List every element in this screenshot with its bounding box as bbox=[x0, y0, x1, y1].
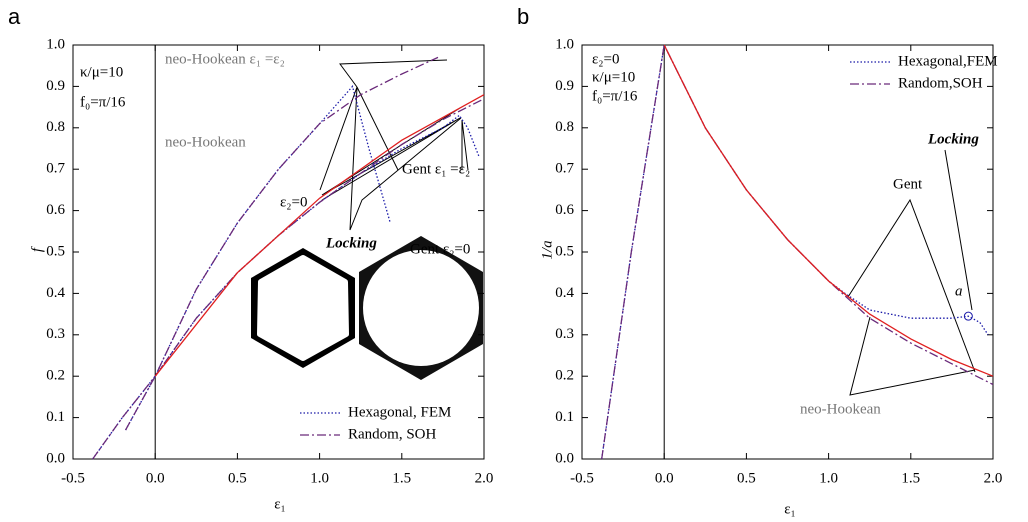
y-tick-label: 1.0 bbox=[555, 36, 574, 52]
x-axis-label: ε₁ bbox=[784, 501, 796, 517]
y-tick-label: 0.7 bbox=[46, 161, 65, 177]
x-tick-label: 2.0 bbox=[984, 470, 1003, 486]
y-tick-label: 0.2 bbox=[46, 368, 65, 384]
annotation: neo-Hookean bbox=[800, 401, 881, 417]
x-tick-label: 0.5 bbox=[228, 470, 247, 486]
x-tick-label: 0.5 bbox=[737, 470, 756, 486]
x-tick-label: 1.5 bbox=[901, 470, 920, 486]
pointer bbox=[944, 149, 973, 311]
panel-label: a bbox=[8, 4, 21, 29]
y-tick-label: 0.9 bbox=[46, 78, 65, 94]
x-tick-label: 1.5 bbox=[392, 470, 411, 486]
annotation: neo-Hookean ε₁ =ε₂ bbox=[165, 51, 285, 67]
y-tick-label: 0.6 bbox=[555, 202, 574, 218]
locking-point bbox=[963, 311, 973, 321]
series-line bbox=[663, 44, 994, 377]
y-tick-label: 1.0 bbox=[46, 36, 65, 52]
pointer bbox=[339, 59, 448, 88]
x-tick-label: -0.5 bbox=[570, 470, 594, 486]
legend-label: Random,SOH bbox=[898, 75, 983, 91]
y-axis-label: 1/a bbox=[539, 240, 555, 259]
y-tick-label: 0.1 bbox=[46, 409, 65, 425]
annotation: Gent ε₁ =ε₂ bbox=[402, 161, 470, 177]
legend-label: Hexagonal,FEM bbox=[898, 53, 998, 69]
series-line bbox=[601, 42, 994, 460]
y-tick-label: 0.3 bbox=[555, 326, 574, 342]
x-tick-label: 2.0 bbox=[475, 470, 494, 486]
x-tick-label: 0.0 bbox=[146, 470, 165, 486]
y-tick-label: 0.9 bbox=[555, 78, 574, 94]
annotation: ε₂=0 bbox=[592, 51, 620, 67]
y-tick-label: 0.0 bbox=[555, 450, 574, 466]
annotation: Gent ε₂=0 bbox=[410, 241, 470, 257]
y-tick-label: 0.1 bbox=[555, 409, 574, 425]
y-axis-label: f bbox=[29, 246, 45, 252]
annotation-lines bbox=[319, 59, 976, 396]
pointer bbox=[847, 198, 976, 373]
hexagon-void bbox=[257, 255, 349, 361]
x-tick-label: 1.0 bbox=[819, 470, 838, 486]
pointer bbox=[849, 316, 976, 396]
plot-frame bbox=[581, 44, 994, 460]
circular-void bbox=[363, 250, 479, 366]
x-tick-label: -0.5 bbox=[61, 470, 85, 486]
x-axis-label: ε₁ bbox=[274, 496, 286, 512]
annotation: f₀=π/16 bbox=[80, 94, 126, 110]
panel-label: b bbox=[517, 4, 529, 29]
y-tick-label: 0.5 bbox=[46, 243, 65, 259]
x-tick-label: 1.0 bbox=[310, 470, 329, 486]
annotation: Locking bbox=[325, 235, 377, 251]
series-line bbox=[125, 56, 439, 431]
cell-drawings bbox=[251, 236, 483, 380]
y-tick-label: 0.4 bbox=[46, 285, 65, 301]
annotation: ε₂=0 bbox=[280, 194, 308, 210]
y-tick-label: 0.8 bbox=[46, 119, 65, 135]
annotation: f₀=π/16 bbox=[592, 88, 638, 104]
annotation: Gent bbox=[893, 176, 923, 192]
annotation: Locking bbox=[927, 131, 979, 147]
legend-label: Hexagonal, FEM bbox=[348, 404, 451, 420]
annotation: a bbox=[955, 283, 963, 299]
y-tick-label: 0.0 bbox=[46, 450, 65, 466]
series-line bbox=[154, 94, 485, 377]
legend-label: Random, SOH bbox=[348, 426, 437, 442]
y-tick-label: 0.2 bbox=[555, 368, 574, 384]
annotation: neo-Hookean bbox=[165, 134, 246, 150]
x-tick-label: 0.0 bbox=[655, 470, 674, 486]
y-tick-label: 0.4 bbox=[555, 285, 574, 301]
annotation: κ/μ=10 bbox=[80, 64, 123, 80]
y-tick-label: 0.6 bbox=[46, 202, 65, 218]
y-tick-label: 0.3 bbox=[46, 326, 65, 342]
annotation: κ/μ=10 bbox=[592, 69, 635, 85]
pointer bbox=[319, 86, 462, 231]
y-tick-label: 0.8 bbox=[555, 119, 574, 135]
y-tick-label: 0.7 bbox=[555, 161, 574, 177]
y-tick-label: 0.5 bbox=[555, 243, 574, 259]
